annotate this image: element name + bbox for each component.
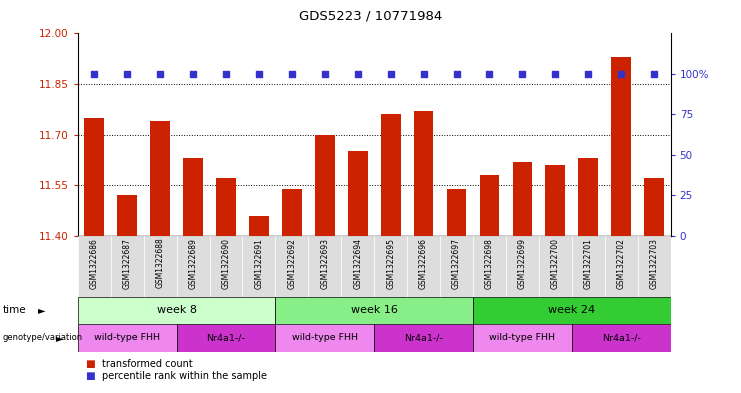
Bar xyxy=(342,236,374,297)
Bar xyxy=(479,175,499,236)
Bar xyxy=(78,324,176,352)
Bar xyxy=(611,57,631,236)
Point xyxy=(88,71,100,77)
Text: GSM1322701: GSM1322701 xyxy=(584,238,593,288)
Bar xyxy=(374,236,407,297)
Bar xyxy=(282,189,302,236)
Text: GSM1322694: GSM1322694 xyxy=(353,238,362,288)
Text: ►: ► xyxy=(38,305,45,316)
Bar xyxy=(513,162,532,236)
Bar xyxy=(506,236,539,297)
Text: GSM1322698: GSM1322698 xyxy=(485,238,494,288)
Bar xyxy=(78,297,276,324)
Bar xyxy=(84,118,104,236)
Bar xyxy=(150,121,170,236)
Bar xyxy=(183,158,203,236)
Text: transformed count: transformed count xyxy=(102,359,192,369)
Bar xyxy=(381,114,401,236)
Text: Nr4a1-/-: Nr4a1-/- xyxy=(207,334,245,342)
Bar xyxy=(144,236,176,297)
Bar xyxy=(572,236,605,297)
Bar xyxy=(374,324,473,352)
Bar xyxy=(605,236,638,297)
Bar xyxy=(276,324,374,352)
Bar xyxy=(210,236,242,297)
Text: GSM1322703: GSM1322703 xyxy=(650,238,659,288)
Text: time: time xyxy=(3,305,27,316)
Bar xyxy=(473,324,572,352)
Bar xyxy=(440,236,473,297)
Bar xyxy=(579,158,598,236)
Point xyxy=(154,71,166,77)
Point xyxy=(484,71,496,77)
Point xyxy=(648,71,660,77)
Point xyxy=(122,71,133,77)
Point xyxy=(352,71,364,77)
Bar xyxy=(315,135,335,236)
Text: GSM1322693: GSM1322693 xyxy=(320,238,329,288)
Text: GSM1322686: GSM1322686 xyxy=(90,238,99,288)
Point xyxy=(418,71,430,77)
Bar xyxy=(473,236,506,297)
Point xyxy=(319,71,330,77)
Bar xyxy=(413,111,433,236)
Bar xyxy=(644,178,664,236)
Bar xyxy=(348,151,368,236)
Text: week 24: week 24 xyxy=(548,305,595,316)
Bar xyxy=(447,189,466,236)
Text: wild-type FHH: wild-type FHH xyxy=(489,334,556,342)
Bar xyxy=(276,297,473,324)
Bar xyxy=(110,236,144,297)
Text: GSM1322702: GSM1322702 xyxy=(617,238,625,288)
Text: week 16: week 16 xyxy=(350,305,398,316)
Bar xyxy=(638,236,671,297)
Text: GSM1322691: GSM1322691 xyxy=(254,238,264,288)
Bar xyxy=(249,215,269,236)
Point xyxy=(582,71,594,77)
Bar xyxy=(176,324,276,352)
Text: GDS5223 / 10771984: GDS5223 / 10771984 xyxy=(299,10,442,23)
Text: Nr4a1-/-: Nr4a1-/- xyxy=(404,334,443,342)
Text: wild-type FHH: wild-type FHH xyxy=(94,334,160,342)
Point xyxy=(516,71,528,77)
Bar xyxy=(117,195,137,236)
Text: GSM1322688: GSM1322688 xyxy=(156,238,165,288)
Text: GSM1322699: GSM1322699 xyxy=(518,238,527,288)
Text: wild-type FHH: wild-type FHH xyxy=(292,334,358,342)
Point xyxy=(220,71,232,77)
Text: GSM1322695: GSM1322695 xyxy=(386,238,395,288)
Bar xyxy=(407,236,440,297)
Text: week 8: week 8 xyxy=(156,305,196,316)
Text: ■: ■ xyxy=(85,371,95,381)
Text: GSM1322700: GSM1322700 xyxy=(551,238,560,288)
Bar xyxy=(473,297,671,324)
Point xyxy=(385,71,396,77)
Bar xyxy=(176,236,210,297)
Text: GSM1322696: GSM1322696 xyxy=(419,238,428,288)
Text: GSM1322697: GSM1322697 xyxy=(452,238,461,288)
Point xyxy=(549,71,561,77)
Bar xyxy=(545,165,565,236)
Bar xyxy=(242,236,276,297)
Point xyxy=(286,71,298,77)
Point xyxy=(451,71,462,77)
Text: GSM1322690: GSM1322690 xyxy=(222,238,230,288)
Text: percentile rank within the sample: percentile rank within the sample xyxy=(102,371,267,381)
Text: Nr4a1-/-: Nr4a1-/- xyxy=(602,334,641,342)
Text: GSM1322689: GSM1322689 xyxy=(188,238,198,288)
Bar xyxy=(308,236,342,297)
Bar xyxy=(539,236,572,297)
Text: ■: ■ xyxy=(85,359,95,369)
Bar xyxy=(276,236,308,297)
Bar xyxy=(216,178,236,236)
Point xyxy=(253,71,265,77)
Point xyxy=(187,71,199,77)
Text: ►: ► xyxy=(56,333,64,343)
Bar xyxy=(572,324,671,352)
Bar xyxy=(78,236,110,297)
Text: genotype/variation: genotype/variation xyxy=(3,334,83,342)
Point xyxy=(615,71,627,77)
Text: GSM1322687: GSM1322687 xyxy=(123,238,132,288)
Text: GSM1322692: GSM1322692 xyxy=(288,238,296,288)
